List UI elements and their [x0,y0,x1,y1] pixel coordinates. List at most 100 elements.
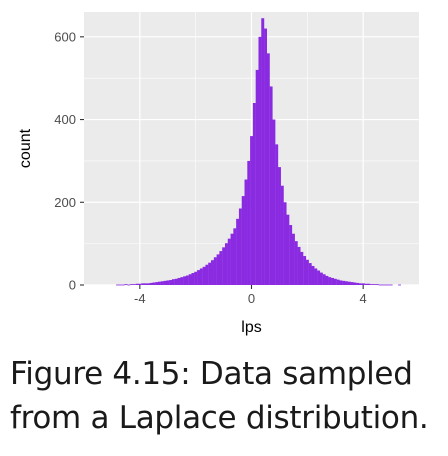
histogram-bar [241,196,245,285]
histogram-bar [314,268,318,285]
histogram-bar [358,283,362,285]
histogram-bar [127,284,131,286]
histogram-bar [194,271,198,285]
histogram-bar [300,251,304,285]
histogram-bar [202,266,206,285]
histogram-bar [283,202,287,285]
histogram-bar [121,284,125,286]
caption-line-2: from a Laplace distribution. [10,400,429,436]
histogram-bars [116,18,402,286]
histogram-bar [255,69,259,285]
histogram-bar [356,282,360,285]
histogram-bar [294,241,298,285]
histogram-bar [169,280,173,285]
histogram-bar [252,103,256,285]
histogram-bar [238,208,242,285]
histogram-bar [258,36,262,286]
histogram-bar [266,53,270,286]
figure-caption: Figure 4.15: Data sampled from a Laplace… [10,352,440,440]
histogram-bar [185,275,189,285]
histogram-bar [247,160,251,285]
histogram-bar [350,282,354,285]
histogram-bar [138,283,142,285]
histogram-bar [336,279,340,285]
histogram-bar [118,284,122,286]
histogram-bar [372,284,376,285]
histogram-bar [191,273,195,285]
histogram-bar [286,214,290,285]
histogram-bar [216,254,220,285]
histogram-bar [233,228,237,285]
histogram-bar [364,283,368,285]
x-tick-label: 4 [360,291,367,306]
histogram-bar [269,86,273,285]
histogram-bar [213,257,217,285]
histogram-bar [353,282,357,285]
histogram-bar [166,280,170,285]
y-tick-label: 600 [54,29,76,44]
histogram-bar [331,277,335,285]
histogram-bar [322,274,326,285]
histogram-bar [152,282,156,285]
histogram-bar [197,270,201,285]
histogram-bar [384,284,388,286]
histogram-bar [244,179,248,285]
histogram-bar [199,268,203,285]
histogram-bar [275,144,279,285]
histogram-bar [160,281,164,285]
y-axis-ticks: 0 200 400 600 [54,29,84,293]
histogram-bar [180,277,184,285]
histogram-bar [227,238,231,285]
histogram-bar [211,260,214,285]
histogram-bar [289,225,293,285]
histogram-bar [317,270,321,285]
histogram-bar [177,277,181,285]
histogram-bar [264,28,268,286]
histogram-bar [141,283,145,285]
histogram-bar [130,284,134,285]
y-tick-label: 400 [54,112,76,127]
x-axis-ticks: -4 0 4 [134,285,367,306]
histogram-bar [171,279,175,285]
histogram-bar [345,281,348,285]
histogram-bar [378,284,382,286]
histogram-bar [280,185,284,285]
histogram-bar [375,284,379,285]
histogram-bar [183,276,187,285]
histogram-bar [333,278,337,285]
histogram-bar [174,278,178,285]
histogram-bar [155,282,159,285]
histogram-bar [208,262,212,285]
histogram-bar [144,283,147,285]
x-axis-title: lps [241,319,261,336]
histogram-bar [222,247,226,285]
y-tick-label: 0 [69,278,76,293]
histogram-bar [361,283,365,285]
histogram-bar [370,284,374,285]
histogram-chart: 0 200 400 600 -4 0 4 lps count [17,12,419,336]
histogram-bar [325,275,329,285]
histogram-bar [272,119,276,285]
histogram-bar [328,277,332,285]
histogram-bar [303,256,307,285]
histogram-bar [250,136,254,285]
histogram-bar [230,233,234,285]
histogram-bar [188,274,192,285]
histogram-bar [132,284,136,285]
histogram-bar [398,284,402,286]
histogram-bar [342,280,346,285]
histogram-bar [278,167,281,285]
histogram-bar [219,251,223,285]
histogram-bar [236,218,240,285]
histogram-bar [386,284,390,286]
histogram-bar [381,284,385,286]
x-tick-label: 0 [248,291,255,306]
histogram-bar [116,284,120,286]
histogram-bar [305,259,309,285]
histogram-bar [124,284,128,285]
histogram-bar [347,281,351,285]
histogram-bar [261,18,265,285]
histogram-bar [157,281,161,285]
caption-line-1: Figure 4.15: Data sampled [10,356,413,392]
histogram-bar [367,283,371,285]
